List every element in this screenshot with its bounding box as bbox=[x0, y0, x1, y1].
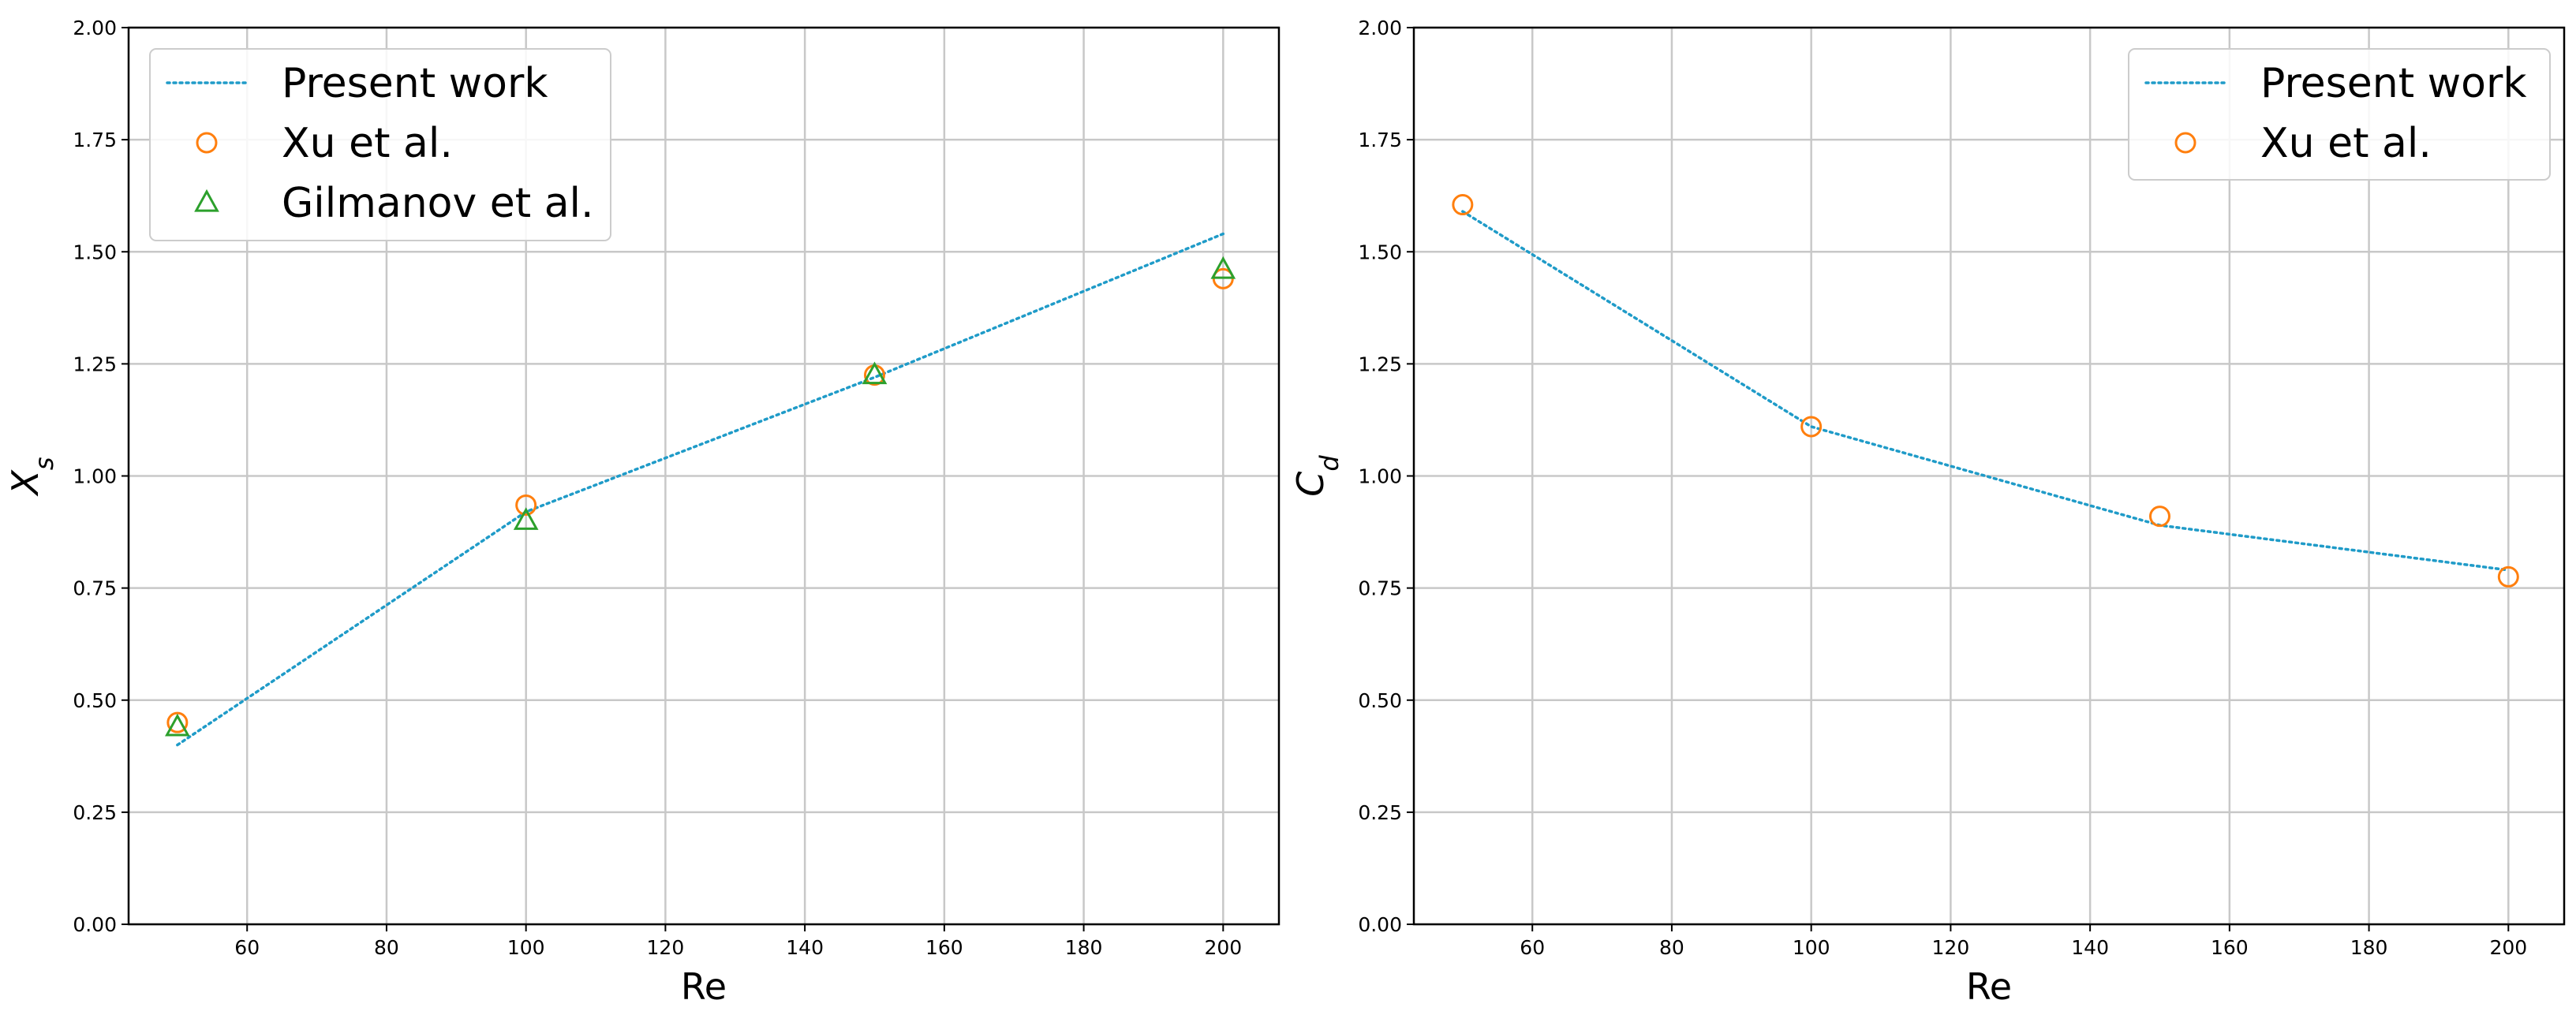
present-work-line bbox=[176, 232, 1225, 747]
y-tick-label: 1.00 bbox=[1358, 465, 1402, 488]
legend-circle-marker bbox=[2174, 132, 2197, 154]
present-work-line bbox=[1461, 210, 2511, 572]
y-tick-label: 0.50 bbox=[73, 689, 117, 712]
axes-frame bbox=[1412, 26, 2566, 926]
chart-panel-1: 60 80 100 120 140 160 180 200 0.00 0.25 0.50 0.75 1.… bbox=[4, 17, 1281, 1008]
y-tick-label: 1.75 bbox=[73, 129, 117, 151]
y-tick-label: 1.25 bbox=[1358, 353, 1402, 375]
legend: Present work Xu et al. Gilmanov et al. bbox=[149, 48, 611, 241]
x-tick-label: 140 bbox=[2071, 936, 2109, 959]
legend-label: Gilmanov et al. bbox=[282, 180, 594, 227]
x-tick-label: 100 bbox=[1793, 936, 1830, 959]
y-tick-label: 0.50 bbox=[1358, 689, 1402, 712]
gilmanov-point bbox=[862, 361, 888, 385]
y-tick-label: 2.00 bbox=[73, 17, 117, 39]
x-axis-title: Re bbox=[681, 965, 727, 1008]
legend: Present work Xu et al. bbox=[2128, 48, 2551, 181]
legend-label: Present work bbox=[282, 60, 548, 107]
y-axis-title: Xs bbox=[4, 457, 59, 496]
chart-panel-2: 60 80 100 120 140 160 180 200 0.00 0.25 0.50 0.75 1.… bbox=[1289, 17, 2566, 1008]
y-tick-label: 1.75 bbox=[1358, 129, 1402, 151]
series-present bbox=[1461, 210, 2511, 572]
xu-point bbox=[1452, 194, 1474, 216]
xu-point bbox=[515, 494, 537, 516]
x-tick-label: 120 bbox=[1932, 936, 1970, 959]
x-tick-label: 160 bbox=[2211, 936, 2249, 959]
y-tick-label: 1.25 bbox=[73, 353, 117, 375]
series-gilmanov bbox=[165, 256, 1236, 737]
xu-point bbox=[2497, 565, 2519, 588]
x-tick-label: 60 bbox=[234, 936, 260, 959]
x-tick-label: 80 bbox=[1659, 936, 1684, 959]
y-tick-label: 0.75 bbox=[1358, 577, 1402, 600]
y-axis-title: Cd bbox=[1289, 455, 1344, 497]
gilmanov-point bbox=[513, 507, 539, 530]
legend-label: Xu et al. bbox=[282, 120, 453, 167]
x-tick-label: 200 bbox=[2489, 936, 2527, 959]
x-tick-label: 140 bbox=[786, 936, 824, 959]
x-tick-label: 100 bbox=[507, 936, 545, 959]
axes-frame bbox=[127, 26, 1281, 926]
legend-box bbox=[2128, 48, 2551, 181]
gilmanov-point bbox=[1210, 256, 1236, 279]
xu-point bbox=[2148, 506, 2170, 528]
y-tick-label: 0.25 bbox=[1358, 801, 1402, 824]
series-present bbox=[176, 232, 1225, 747]
x-tick-label: 80 bbox=[374, 936, 399, 959]
x-tick-label: 160 bbox=[925, 936, 963, 959]
gilmanov-point bbox=[165, 713, 190, 737]
series-xu bbox=[166, 267, 1234, 733]
y-tick-label: 1.00 bbox=[73, 465, 117, 488]
x-tick-label: 60 bbox=[1520, 936, 1545, 959]
x-tick-label: 120 bbox=[647, 936, 685, 959]
x-axis-title: Re bbox=[1966, 965, 2012, 1008]
legend-triangle-marker bbox=[194, 188, 219, 212]
y-tick-label: 0.00 bbox=[73, 913, 117, 936]
y-tick-label: 1.50 bbox=[73, 241, 117, 263]
legend-label: Xu et al. bbox=[2260, 120, 2432, 167]
x-tick-label: 200 bbox=[1204, 936, 1242, 959]
y-tick-label: 1.50 bbox=[1358, 241, 1402, 263]
legend-label: Present work bbox=[2260, 60, 2526, 107]
legend-circle-marker bbox=[196, 132, 218, 154]
xu-point bbox=[1800, 416, 1823, 438]
series-xu bbox=[1452, 194, 2519, 588]
y-tick-label: 2.00 bbox=[1358, 17, 1402, 39]
x-tick-label: 180 bbox=[1065, 936, 1103, 959]
xu-point bbox=[166, 711, 189, 733]
y-tick-label: 0.75 bbox=[73, 577, 117, 600]
y-tick-label: 0.25 bbox=[73, 801, 117, 824]
y-tick-label: 0.00 bbox=[1358, 913, 1402, 936]
x-tick-label: 180 bbox=[2350, 936, 2388, 959]
legend-box bbox=[149, 48, 611, 241]
